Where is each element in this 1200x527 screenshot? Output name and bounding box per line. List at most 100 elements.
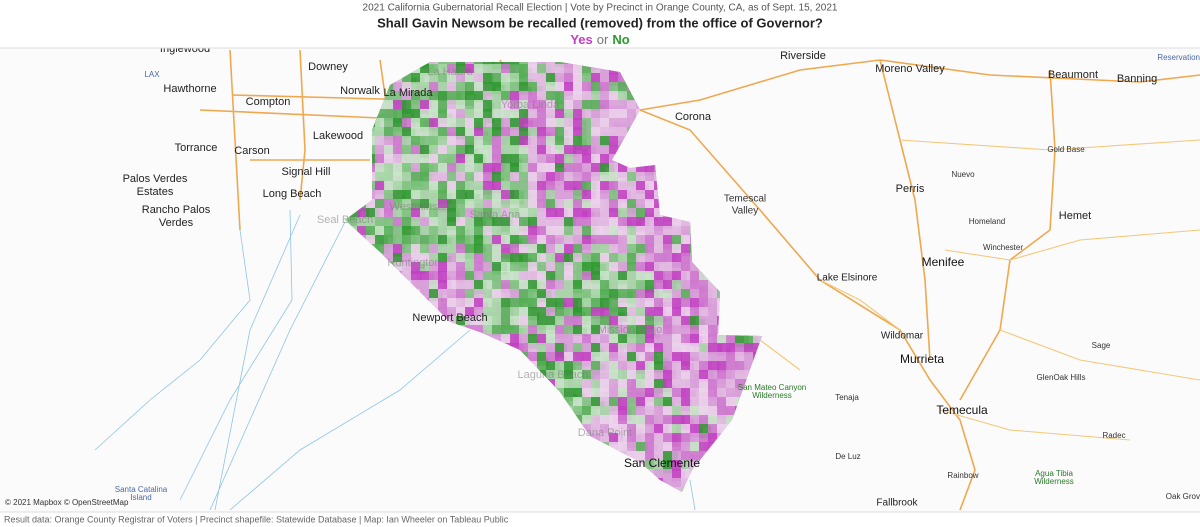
precinct bbox=[573, 334, 584, 348]
precinct bbox=[609, 118, 621, 130]
place-label: Temecula bbox=[936, 403, 988, 417]
precinct bbox=[429, 244, 440, 257]
precinct bbox=[636, 334, 649, 346]
precinct bbox=[519, 298, 534, 308]
precinct bbox=[600, 325, 610, 336]
precinct bbox=[609, 406, 621, 416]
precinct bbox=[429, 154, 444, 165]
precinct bbox=[699, 361, 713, 372]
precinct bbox=[564, 199, 575, 209]
precinct bbox=[519, 91, 530, 102]
precinct bbox=[681, 379, 692, 389]
precinct bbox=[492, 334, 507, 345]
precinct bbox=[465, 181, 475, 193]
precinct bbox=[645, 280, 656, 293]
precinct bbox=[429, 62, 444, 65]
precinct bbox=[753, 343, 762, 355]
precinct bbox=[555, 289, 566, 301]
precinct bbox=[483, 271, 495, 282]
precinct bbox=[492, 190, 502, 202]
precinct bbox=[672, 289, 683, 300]
precinct bbox=[528, 145, 538, 158]
precinct bbox=[582, 154, 594, 165]
precinct bbox=[510, 154, 522, 167]
precinct bbox=[573, 289, 587, 300]
precinct bbox=[501, 235, 511, 249]
precinct bbox=[582, 118, 596, 128]
precinct bbox=[591, 172, 605, 182]
precinct bbox=[573, 154, 588, 166]
precinct bbox=[546, 82, 559, 92]
precinct bbox=[492, 325, 505, 336]
precinct bbox=[537, 334, 547, 346]
precinct bbox=[474, 163, 484, 173]
precinct bbox=[591, 316, 601, 331]
precinct bbox=[519, 154, 531, 165]
precinct bbox=[474, 244, 486, 255]
place-label: Signal Hill bbox=[282, 166, 331, 178]
precinct bbox=[573, 217, 584, 230]
precinct bbox=[555, 262, 567, 272]
precinct bbox=[456, 208, 466, 218]
precinct bbox=[492, 145, 504, 160]
precinct bbox=[402, 226, 416, 236]
precinct bbox=[636, 406, 650, 417]
precinct bbox=[528, 226, 540, 240]
precinct bbox=[375, 199, 386, 209]
precinct bbox=[528, 127, 539, 138]
precinct bbox=[726, 397, 739, 408]
precinct bbox=[474, 64, 488, 75]
precinct bbox=[483, 307, 494, 322]
precinct bbox=[582, 181, 597, 192]
precinct bbox=[663, 235, 674, 250]
precinct bbox=[645, 352, 658, 363]
precinct bbox=[573, 226, 585, 241]
precinct bbox=[510, 118, 525, 130]
precinct bbox=[591, 127, 602, 138]
precinct bbox=[564, 73, 575, 85]
precinct bbox=[528, 190, 543, 200]
precinct bbox=[645, 253, 656, 267]
precinct bbox=[600, 262, 612, 276]
precinct bbox=[618, 82, 632, 93]
precinct bbox=[546, 307, 556, 320]
precinct bbox=[456, 271, 466, 283]
title: Shall Gavin Newsom be recalled (removed)… bbox=[377, 15, 823, 30]
place-label: De Luz bbox=[835, 452, 860, 461]
precinct bbox=[348, 217, 360, 227]
precinct bbox=[447, 289, 461, 299]
precinct bbox=[501, 127, 511, 142]
precinct bbox=[627, 244, 637, 259]
precinct bbox=[492, 199, 503, 209]
precinct bbox=[627, 334, 637, 347]
precinct bbox=[465, 190, 480, 202]
precinct bbox=[510, 172, 523, 182]
precinct bbox=[465, 262, 476, 276]
precinct bbox=[546, 118, 557, 133]
precinct bbox=[438, 208, 450, 218]
precinct bbox=[528, 136, 541, 147]
place-label: Homeland bbox=[969, 217, 1005, 226]
precinct bbox=[456, 82, 467, 92]
precinct bbox=[681, 226, 691, 236]
precinct bbox=[699, 415, 710, 427]
precinct bbox=[600, 91, 610, 106]
precinct bbox=[492, 172, 504, 182]
precinct bbox=[528, 235, 539, 250]
precinct bbox=[501, 262, 514, 273]
precinct bbox=[591, 334, 601, 345]
precinct bbox=[474, 208, 486, 222]
precinct bbox=[438, 217, 453, 229]
footer-bg bbox=[0, 512, 1200, 527]
precinct bbox=[618, 127, 629, 142]
precinct bbox=[609, 397, 621, 412]
precinct bbox=[654, 397, 669, 408]
precinct bbox=[483, 145, 493, 155]
precinct bbox=[627, 406, 637, 417]
precinct bbox=[384, 145, 396, 159]
precinct bbox=[420, 244, 431, 256]
precinct bbox=[483, 64, 493, 78]
precinct bbox=[384, 226, 394, 238]
precinct bbox=[681, 334, 691, 345]
precinct bbox=[627, 208, 640, 220]
